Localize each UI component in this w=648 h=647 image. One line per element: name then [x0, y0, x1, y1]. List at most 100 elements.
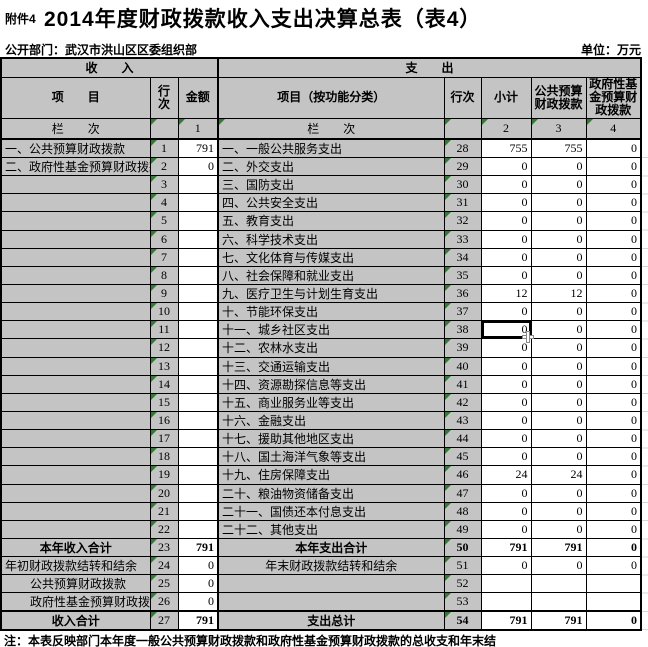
rank-col-2[interactable]: 2 — [480, 117, 532, 140]
expense-govfund-cell[interactable]: 0 — [585, 283, 642, 304]
expense-line-cell[interactable]: 50 — [443, 537, 482, 558]
income-line-cell[interactable]: 12 — [149, 338, 179, 358]
expense-item-cell[interactable]: 二十二、其他支出 — [217, 519, 445, 539]
rank-col-3[interactable]: 3 — [530, 117, 587, 140]
expense-subtotal-cell[interactable]: 0 — [480, 483, 532, 503]
expense-govfund-cell[interactable]: 0 — [585, 483, 642, 503]
expense-item-cell[interactable]: 十三、交通运输支出 — [217, 356, 445, 376]
expense-item-cell[interactable] — [217, 574, 445, 594]
expense-public-cell[interactable]: 0 — [530, 156, 587, 177]
expense-govfund-cell[interactable]: 0 — [585, 138, 642, 158]
income-amount-cell[interactable] — [177, 465, 219, 485]
income-line-cell[interactable]: 5 — [149, 211, 179, 231]
income-amount-cell[interactable] — [177, 265, 219, 285]
income-line-cell[interactable]: 25 — [149, 574, 179, 594]
income-line-cell[interactable]: 9 — [149, 283, 179, 304]
expense-govfund-cell[interactable]: 0 — [585, 429, 642, 449]
income-item-cell[interactable] — [0, 447, 151, 467]
income-line-cell[interactable]: 24 — [149, 556, 179, 576]
expense-public-cell[interactable]: 791 — [530, 537, 587, 558]
expense-subtotal-header[interactable]: 小计 — [480, 76, 532, 119]
expense-public-cell[interactable]: 0 — [530, 483, 587, 503]
expense-govfund-cell[interactable]: 0 — [585, 356, 642, 376]
income-line-cell[interactable]: 4 — [149, 193, 179, 213]
expense-govfund-cell[interactable]: 0 — [585, 338, 642, 358]
expense-govfund-header[interactable]: 政府性基金预算财政拨款 — [585, 76, 642, 119]
income-item-cell[interactable] — [0, 211, 151, 231]
income-amount-cell[interactable] — [177, 356, 219, 376]
expense-govfund-cell[interactable]: 0 — [585, 392, 642, 412]
expense-public-cell[interactable]: 0 — [530, 265, 587, 285]
income-item-cell[interactable] — [0, 392, 151, 412]
income-line-cell[interactable]: 27 — [149, 610, 179, 631]
income-line-cell[interactable]: 3 — [149, 175, 179, 195]
expense-public-cell[interactable]: 0 — [530, 175, 587, 195]
expense-govfund-cell[interactable]: 0 — [585, 501, 642, 521]
income-amount-cell[interactable] — [177, 483, 219, 503]
income-amount-cell[interactable] — [177, 429, 219, 449]
expense-subtotal-cell[interactable]: 0 — [480, 501, 532, 521]
income-amount-cell[interactable] — [177, 447, 219, 467]
expense-line-cell[interactable]: 28 — [443, 138, 482, 158]
income-line-cell[interactable]: 17 — [149, 429, 179, 449]
expense-line-cell[interactable]: 53 — [443, 592, 482, 612]
expense-item-cell[interactable]: 十六、金融支出 — [217, 410, 445, 431]
expense-subtotal-cell[interactable]: 0 — [480, 556, 532, 576]
income-section-header[interactable]: 收 入 — [0, 57, 219, 78]
income-amount-cell[interactable] — [177, 410, 219, 431]
income-amount-cell[interactable] — [177, 374, 219, 394]
expense-public-cell[interactable]: 24 — [530, 465, 587, 485]
income-item-cell[interactable]: 年初财政拨款结转和结余 — [0, 556, 151, 576]
expense-subtotal-cell[interactable]: 0 — [480, 374, 532, 394]
expense-public-cell[interactable]: 0 — [530, 338, 587, 358]
expense-govfund-cell[interactable]: 0 — [585, 175, 642, 195]
expense-govfund-cell[interactable]: 0 — [585, 465, 642, 485]
expense-line-cell[interactable]: 37 — [443, 302, 482, 322]
expense-public-cell[interactable]: 755 — [530, 138, 587, 158]
income-line-cell[interactable]: 8 — [149, 265, 179, 285]
income-line-cell[interactable]: 23 — [149, 537, 179, 558]
expense-subtotal-cell[interactable]: 0 — [480, 302, 532, 322]
income-line-cell[interactable]: 1 — [149, 138, 179, 158]
expense-line-cell[interactable]: 31 — [443, 193, 482, 213]
expense-subtotal-cell[interactable]: 0 — [480, 519, 532, 539]
income-item-cell[interactable]: 本年收入合计 — [0, 537, 151, 558]
income-item-cell[interactable]: 公共预算财政拨款 — [0, 574, 151, 594]
expense-line-cell[interactable]: 44 — [443, 429, 482, 449]
income-line-cell[interactable]: 2 — [149, 156, 179, 177]
expense-line-cell[interactable]: 54 — [443, 610, 482, 631]
expense-line-cell[interactable]: 48 — [443, 501, 482, 521]
income-item-cell[interactable]: 收入合计 — [0, 610, 151, 631]
income-item-cell[interactable] — [0, 338, 151, 358]
expense-public-cell[interactable] — [530, 574, 587, 594]
expense-line-cell[interactable]: 51 — [443, 556, 482, 576]
income-line-cell[interactable]: 11 — [149, 320, 179, 340]
expense-govfund-cell[interactable]: 0 — [585, 556, 642, 576]
income-item-cell[interactable]: 二、政府性基金预算财政拨款 — [0, 156, 151, 177]
income-item-cell[interactable] — [0, 465, 151, 485]
expense-govfund-cell[interactable]: 0 — [585, 610, 642, 631]
expense-item-cell[interactable]: 五、教育支出 — [217, 211, 445, 231]
expense-line-cell[interactable]: 49 — [443, 519, 482, 539]
income-amount-cell[interactable] — [177, 501, 219, 521]
expense-item-header[interactable]: 项目（按功能分类） — [217, 76, 445, 119]
income-amount-cell[interactable]: 0 — [177, 556, 219, 576]
income-item-cell[interactable] — [0, 374, 151, 394]
expense-line-cell[interactable]: 39 — [443, 338, 482, 358]
income-amount-cell[interactable] — [177, 229, 219, 249]
expense-public-cell[interactable]: 0 — [530, 410, 587, 431]
expense-subtotal-cell[interactable]: 0 — [480, 447, 532, 467]
expense-public-header[interactable]: 公共预算财政拨款 — [530, 76, 587, 119]
expense-line-cell[interactable]: 40 — [443, 356, 482, 376]
income-amount-cell[interactable] — [177, 302, 219, 322]
expense-public-cell[interactable]: 0 — [530, 211, 587, 231]
expense-item-cell[interactable]: 支出总计 — [217, 610, 445, 631]
income-amount-cell[interactable] — [177, 175, 219, 195]
income-line-cell[interactable]: 14 — [149, 374, 179, 394]
expense-line-cell[interactable]: 45 — [443, 447, 482, 467]
income-line-cell[interactable]: 16 — [149, 410, 179, 431]
expense-subtotal-cell[interactable] — [480, 592, 532, 612]
expense-public-cell[interactable]: 0 — [530, 320, 587, 340]
expense-govfund-cell[interactable] — [585, 574, 642, 594]
expense-item-cell[interactable]: 十、节能环保支出 — [217, 302, 445, 322]
